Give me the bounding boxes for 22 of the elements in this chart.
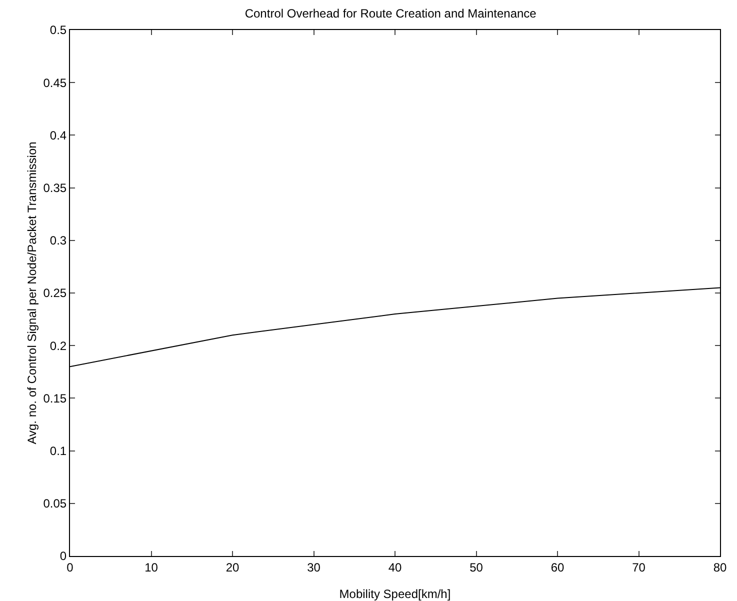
x-tick-label: 10 (144, 560, 158, 574)
y-tick-label: 0.4 (50, 128, 67, 142)
y-tick-label: 0.35 (43, 181, 67, 195)
y-tick-label: 0.5 (50, 23, 67, 38)
y-tick-label: 0 (60, 549, 67, 564)
x-tick-label: 70 (632, 560, 646, 574)
x-tick-label: 80 (713, 560, 727, 574)
x-tick-label: 20 (226, 560, 240, 574)
x-tick-label: 60 (550, 560, 564, 574)
y-tick-label: 0.1 (50, 444, 67, 458)
chart-title: Control Overhead for Route Creation and Maintenance (244, 6, 537, 20)
y-tick-label: 0.15 (43, 391, 67, 406)
y-tick-label: 0.3 (50, 234, 67, 248)
x-axis-title: Mobility Speed[km/h] (339, 587, 451, 601)
x-tick-label: 30 (307, 560, 321, 574)
y-tick-label: 0.25 (43, 286, 67, 300)
y-tick-label: 0.05 (43, 496, 67, 511)
y-tick-label: 0.2 (50, 338, 67, 353)
y-axis-title: Avg. no. of Control Signal per Node/Packet Transmission (25, 142, 39, 444)
x-tick-label: 50 (470, 560, 484, 574)
x-tick-label: 40 (388, 560, 402, 574)
y-tick-label: 0.45 (43, 76, 67, 90)
